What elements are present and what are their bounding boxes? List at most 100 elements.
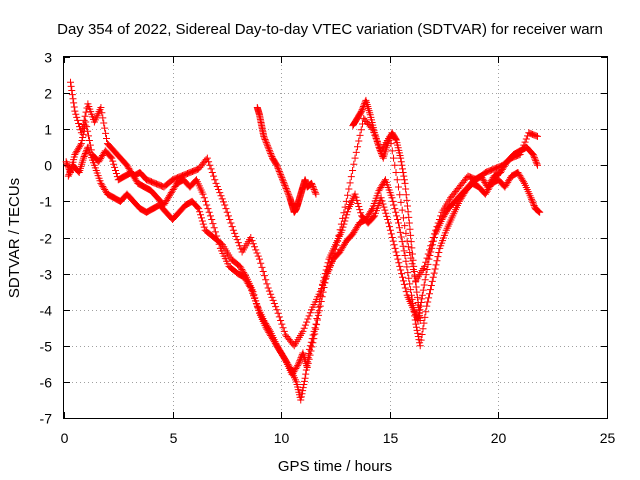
- data-point: [351, 154, 359, 162]
- data-point: [354, 199, 362, 207]
- data-point: [197, 211, 205, 219]
- y-tick-label: 2: [44, 86, 52, 102]
- data-point: [419, 325, 427, 333]
- data-point: [75, 120, 83, 128]
- data-point: [400, 172, 408, 180]
- data-point: [424, 250, 432, 258]
- data-point: [313, 321, 321, 329]
- data-point: [393, 212, 401, 220]
- x-tick-label: 0: [61, 430, 69, 446]
- data-point: [297, 396, 305, 404]
- data-point: [98, 109, 106, 117]
- data-point: [345, 185, 353, 193]
- data-point: [389, 197, 397, 205]
- data-point: [283, 188, 291, 196]
- data-point: [316, 288, 324, 296]
- chart-title: Day 354 of 2022, Sidereal Day-to-day VTE…: [57, 21, 603, 38]
- data-point: [260, 134, 268, 142]
- data-point: [403, 196, 411, 204]
- data-point: [412, 323, 420, 331]
- data-point: [325, 266, 333, 274]
- data-point: [295, 360, 303, 368]
- data-point: [395, 224, 403, 232]
- data-point: [327, 258, 335, 266]
- data-point: [70, 103, 78, 111]
- data-point: [64, 172, 72, 180]
- data-point: [414, 329, 422, 337]
- data-point: [388, 194, 396, 202]
- data-point: [194, 204, 202, 212]
- data-point: [388, 147, 396, 155]
- data-point: [272, 303, 280, 311]
- data-point: [264, 142, 272, 150]
- data-point: [410, 268, 418, 276]
- data-point: [304, 315, 312, 323]
- data-point: [258, 263, 266, 271]
- data-point: [108, 154, 116, 162]
- data-point: [278, 175, 286, 183]
- data-point: [346, 179, 354, 187]
- data-point: [97, 104, 105, 112]
- data-point: [218, 195, 226, 203]
- data-point: [334, 237, 342, 245]
- data-point: [341, 203, 349, 211]
- data-point: [103, 134, 111, 142]
- data-point: [67, 78, 75, 86]
- data-point: [195, 205, 203, 213]
- data-point: [367, 206, 375, 214]
- data-point: [344, 208, 352, 216]
- data-point: [79, 133, 87, 141]
- data-point: [278, 320, 286, 328]
- data-point: [262, 276, 270, 284]
- data-point: [423, 254, 431, 262]
- data-point: [278, 174, 286, 182]
- data-point: [222, 205, 230, 213]
- data-point: [376, 145, 384, 153]
- data-point: [342, 214, 350, 222]
- data-point: [77, 140, 85, 148]
- data-point: [384, 215, 392, 223]
- data-point: [276, 169, 284, 177]
- data-point: [71, 107, 79, 115]
- y-tick-label: -3: [40, 267, 53, 283]
- data-point: [413, 293, 421, 301]
- data-point: [355, 137, 363, 145]
- data-point: [324, 269, 332, 277]
- data-point: [412, 320, 420, 328]
- data-point: [204, 205, 212, 213]
- data-point: [224, 212, 232, 220]
- series-track-5: [349, 96, 424, 325]
- data-point: [249, 288, 257, 296]
- data-point: [404, 208, 412, 216]
- data-point: [329, 254, 337, 262]
- data-point: [529, 200, 537, 208]
- data-point: [397, 266, 405, 274]
- data-point: [385, 137, 393, 145]
- data-point: [398, 161, 406, 169]
- data-point: [277, 171, 285, 179]
- data-point: [385, 223, 393, 231]
- data-point: [251, 294, 259, 302]
- series-track-4: [253, 104, 320, 216]
- data-point: [229, 226, 237, 234]
- data-point: [313, 314, 321, 322]
- data-point: [335, 231, 343, 239]
- y-tick-labels: -7 -6 -5 -4 -3 -2 -1 0 1 2 3: [40, 50, 53, 427]
- data-point: [309, 339, 317, 347]
- data-point: [428, 238, 436, 246]
- data-point: [273, 161, 281, 169]
- data-point: [432, 261, 440, 269]
- data-point: [73, 113, 81, 121]
- data-point: [320, 278, 328, 286]
- data-point: [344, 191, 352, 199]
- data-point: [412, 283, 420, 291]
- data-point: [231, 229, 239, 237]
- data-point: [212, 179, 220, 187]
- data-point: [394, 219, 402, 227]
- data-point: [516, 150, 524, 158]
- data-point: [391, 205, 399, 213]
- data-point: [389, 237, 397, 245]
- data-point: [252, 246, 260, 254]
- data-point: [79, 121, 87, 129]
